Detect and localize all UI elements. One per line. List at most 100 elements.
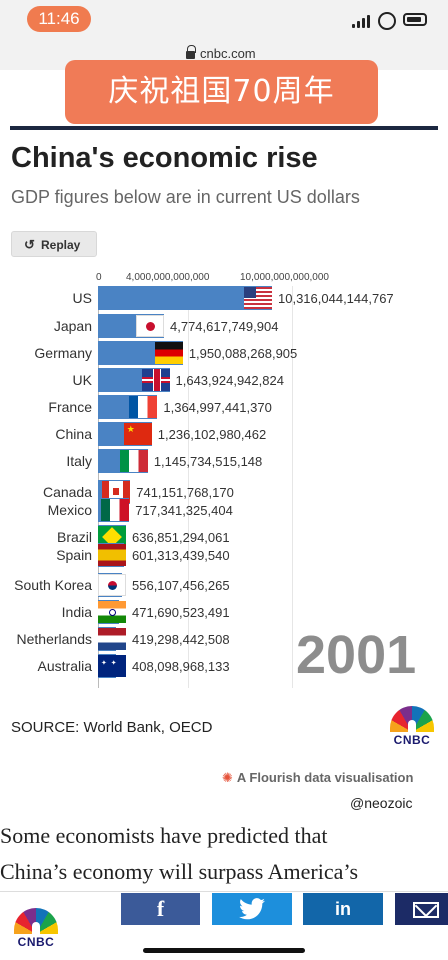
bar-row: Mexico 717,341,325,404 [0,498,448,522]
mail-icon [413,902,439,918]
bar-row: India 471,690,523,491 [0,600,448,624]
source-note: SOURCE: World Bank, OECD [11,719,213,736]
bar-row: China 1,236,102,980,462 [0,422,448,446]
share-linkedin-button[interactable]: in [303,893,383,925]
value-label: 636,851,294,061 [132,530,230,545]
bar-row: South Korea 556,107,456,265 [0,573,448,597]
article-line: China’s economy will surpass America’s [0,859,359,884]
gdp-bar-chart-race: 0 4,000,000,000,000 10,000,000,000,000 2… [0,268,448,698]
flag-it-icon [119,450,148,472]
hotspot-link-icon [378,12,396,30]
flag-cn-icon [123,423,152,445]
flag-uk-icon [141,369,170,391]
country-label: UK [72,372,92,388]
axis-tick-label: 4,000,000,000,000 [126,272,210,283]
country-label: Australia [37,658,92,674]
share-bar-rule [0,891,448,892]
page-title: China's economic rise [11,142,318,174]
country-label: Brazil [56,529,92,545]
flag-kr-icon [98,574,126,596]
flourish-credit-link[interactable]: ✺ A Flourish data visualisation [222,770,413,786]
country-label: France [48,399,92,415]
country-label: China [55,426,92,442]
flag-ca-icon [102,481,131,503]
facebook-icon: f [156,896,165,921]
bar-row: Italy 1,145,734,515,148 [0,449,448,473]
signal-icon [352,14,372,28]
watermark-handle: @neozoic [350,795,413,811]
flag-nl-icon [98,628,126,650]
share-facebook-button[interactable]: f [121,893,200,925]
value-label: 1,950,088,268,905 [188,346,298,361]
home-indicator[interactable] [143,948,305,953]
value-label: 408,098,968,133 [132,659,230,674]
axis-tick-label: 0 [96,272,102,283]
bar-row: Spain 601,313,439,540 [0,543,448,567]
lock-icon [186,45,196,59]
bar-row: US 10,316,044,144,767 [0,286,448,310]
value-label: 556,107,456,265 [132,578,230,593]
gridline [292,286,293,688]
twitter-bird-icon [239,898,265,920]
cnbc-wordmark: CNBC [17,935,55,949]
status-bar: 11:46 [0,0,448,40]
year-label: 2001 [296,625,417,685]
header-rule [10,126,438,130]
flourish-credit-text: A Flourish data visualisation [236,770,414,785]
article-line: Some economists have predicted that [0,823,328,848]
country-label: Netherlands [16,631,93,647]
flag-au-icon [98,655,126,677]
value-label: 10,316,044,144,767 [278,291,394,306]
battery-icon [403,13,427,26]
country-label: Germany [34,345,92,361]
axis-tick-label: 10,000,000,000,000 [240,272,329,283]
cnbc-wordmark: CNBC [393,733,431,747]
value-label: 4,774,617,749,904 [170,319,279,334]
flag-de-icon [154,342,183,364]
bar-row: Japan 4,774,617,749,904 [0,314,448,338]
country-label: Italy [66,453,92,469]
bar-row: Germany 1,950,088,268,905 [0,341,448,365]
value-label: 1,145,734,515,148 [153,454,263,469]
country-label: Canada [42,484,92,500]
country-label: Mexico [47,502,92,518]
peacock-icon [14,908,58,934]
value-label: 471,690,523,491 [132,605,230,620]
flag-fr-icon [129,396,158,418]
peacock-icon [390,706,434,732]
gridline [188,286,189,688]
country-label: South Korea [14,577,92,593]
country-label: Spain [56,547,92,563]
status-time: 11:46 [27,6,91,32]
country-label: India [61,604,92,620]
flag-mx-icon [101,499,130,521]
flag-jp-icon [136,315,164,337]
celebration-banner: 庆祝祖国70周年 [65,60,378,124]
replay-button[interactable]: ↺ Replay [11,231,97,257]
value-label: 419,298,442,508 [132,632,230,647]
country-label: Japan [53,318,92,334]
flag-in-icon [98,601,126,623]
cnbc-footer-logo[interactable]: CNBC [10,908,62,949]
flag-br-icon [98,526,126,548]
address-domain[interactable]: cnbc.com [200,46,256,61]
flag-us-icon [244,287,272,309]
value-label: 1,643,924,942,824 [175,373,284,388]
replay-label: Replay [41,238,81,252]
flag-es-icon [98,544,126,566]
article-paragraph: Some economists have predicted that Chin… [0,818,448,890]
value-label: 717,341,325,404 [135,503,233,518]
page-subtitle: GDP figures below are in current US doll… [11,187,360,207]
share-twitter-button[interactable] [212,893,292,925]
value-label: 1,236,102,980,462 [157,427,267,442]
bar-row: UK 1,643,924,942,824 [0,368,448,392]
linkedin-icon: in [335,899,351,919]
bar-row: Netherlands 419,298,442,508 [0,627,448,651]
share-email-button[interactable] [395,893,448,925]
cnbc-logo: CNBC [386,706,438,747]
value-label: 1,364,997,441,370 [163,400,272,415]
bar-row: France 1,364,997,441,370 [0,395,448,419]
flourish-icon: ✺ [222,770,233,785]
gdp-bar [98,286,272,310]
country-label: US [72,290,92,306]
